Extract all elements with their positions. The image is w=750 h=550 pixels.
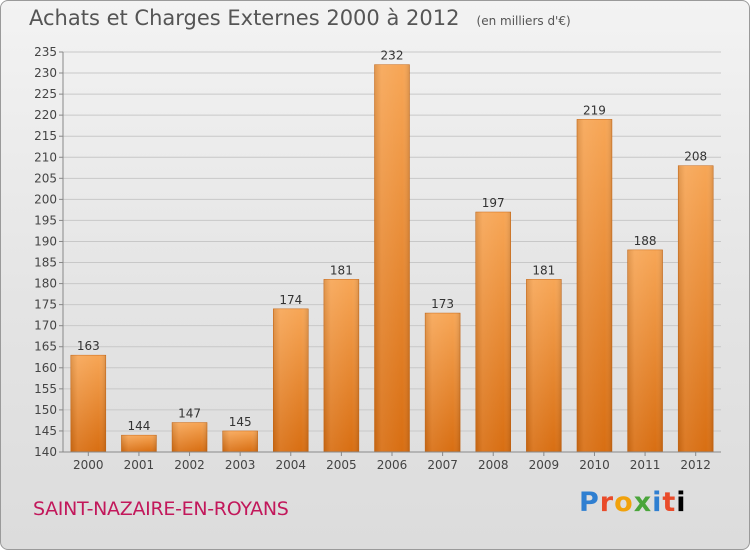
y-tick-label: 195: [34, 213, 57, 227]
chart-title: Achats et Charges Externes 2000 à 2012 (…: [29, 6, 571, 30]
commune-name: SAINT-NAZAIRE-EN-ROYANS: [33, 498, 289, 520]
logo-letter: r: [599, 487, 615, 518]
y-tick-label: 190: [34, 234, 57, 248]
x-tick-label: 2012: [680, 458, 711, 472]
bar-shade: [222, 430, 258, 452]
y-tick-label: 140: [34, 445, 57, 459]
bar-shade: [678, 165, 714, 452]
y-tick-label: 205: [34, 171, 57, 185]
bar-shade: [576, 119, 612, 453]
data-label: 232: [381, 49, 404, 63]
data-label: 144: [127, 419, 150, 433]
data-label: 219: [583, 103, 606, 117]
y-tick-label: 165: [34, 340, 57, 354]
bar-shade: [70, 355, 106, 452]
y-tick-label: 150: [34, 403, 57, 417]
bar-shade: [475, 212, 511, 452]
y-tick-label: 175: [34, 298, 57, 312]
y-tick-label: 155: [34, 382, 57, 396]
y-tick-label: 180: [34, 277, 57, 291]
x-tick-label: 2000: [73, 458, 104, 472]
logo-letter: x: [633, 487, 653, 518]
x-tick-label: 2005: [326, 458, 357, 472]
y-tick-label: 235: [34, 45, 57, 59]
x-tick-label: 2006: [377, 458, 408, 472]
x-tick-label: 2008: [478, 458, 509, 472]
data-label: 147: [178, 407, 201, 421]
x-tick-label: 2007: [427, 458, 458, 472]
bar-shade: [273, 308, 309, 452]
x-tick-label: 2011: [630, 458, 661, 472]
y-tick-label: 145: [34, 424, 57, 438]
data-label: 188: [634, 234, 657, 248]
logo-letter: i: [652, 487, 663, 518]
y-tick-label: 185: [34, 256, 57, 270]
data-label: 173: [431, 297, 454, 311]
logo-letter: P: [579, 487, 600, 518]
data-label: 163: [77, 339, 100, 353]
bar-shade: [323, 279, 359, 452]
x-tick-label: 2001: [124, 458, 155, 472]
bar-shade: [627, 249, 663, 452]
y-tick-label: 220: [34, 108, 57, 122]
bar-shade: [172, 422, 208, 452]
y-tick-label: 210: [34, 150, 57, 164]
chart-subtitle: (en milliers d'€): [476, 14, 571, 28]
data-label: 181: [532, 263, 555, 277]
y-tick-label: 200: [34, 192, 57, 206]
x-tick-label: 2002: [174, 458, 205, 472]
data-label: 145: [229, 415, 252, 429]
bar-shade: [526, 279, 562, 452]
x-tick-label: 2009: [529, 458, 560, 472]
chart-title-text: Achats et Charges Externes 2000 à 2012: [29, 6, 460, 30]
data-label: 197: [482, 196, 505, 210]
bar-shade: [374, 64, 410, 452]
y-tick-label: 225: [34, 87, 57, 101]
y-tick-label: 160: [34, 361, 57, 375]
x-tick-label: 2003: [225, 458, 256, 472]
logo-letter: t: [662, 487, 677, 518]
data-label: 174: [279, 293, 302, 307]
proxiti-logo: Proxiti: [579, 487, 687, 518]
data-label: 181: [330, 263, 353, 277]
y-tick-label: 230: [34, 66, 57, 80]
bar-shade: [425, 313, 461, 452]
logo-letter: i: [676, 487, 687, 518]
y-tick-label: 215: [34, 129, 57, 143]
y-tick-label: 170: [34, 319, 57, 333]
logo-letter: o: [614, 487, 634, 518]
x-tick-label: 2004: [275, 458, 306, 472]
data-label: 208: [684, 150, 707, 164]
bar-shade: [121, 435, 157, 452]
x-tick-label: 2010: [579, 458, 610, 472]
